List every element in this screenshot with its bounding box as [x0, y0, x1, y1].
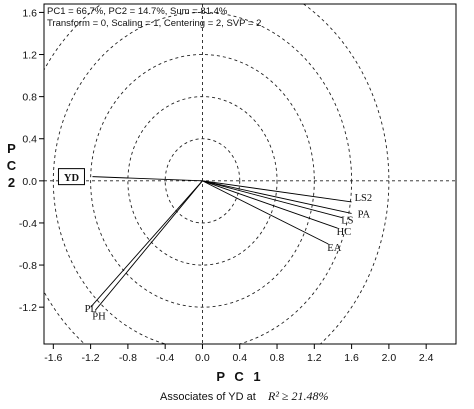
y-axis-label-line2: C — [7, 158, 19, 173]
tick-layer: -1.6 -1.2 -0.8 -0.4 0.0 0.4 0.8 1.2 1.6 2.0 2.4 1.6… — [19, 7, 434, 364]
y-tick-label: 1.2 — [22, 50, 37, 62]
y-tick-label: 0.8 — [22, 92, 37, 104]
x-tick-label: 0.8 — [270, 352, 285, 364]
vector-label-ls2: LS2 — [355, 193, 373, 204]
x-tick-label: -0.4 — [156, 352, 174, 364]
vector-label-hc: HC — [337, 227, 352, 238]
x-tick-label: -1.2 — [82, 352, 100, 364]
x-tick-label: -1.6 — [44, 352, 62, 364]
origin-axes — [44, 4, 456, 344]
caption: Associates of YD at R² ≥ 21.48% — [160, 389, 329, 403]
chart-header-line2: Transform = 0, Scaling = 1, Centering = … — [47, 18, 261, 29]
x-tick-label: 2.0 — [382, 352, 397, 364]
vector-line-ls — [202, 180, 343, 219]
y-axis-label-line3: 2 — [8, 175, 18, 190]
x-axis-label: P C 1 — [216, 369, 263, 384]
x-tick-label: 1.6 — [344, 352, 359, 364]
y-tick-label: 1.6 — [22, 7, 37, 19]
vector-line-yd — [92, 176, 203, 182]
x-tick-label: 0.4 — [232, 352, 247, 364]
vector-line-pl — [90, 180, 203, 308]
caption-math: R² ≥ 21.48% — [267, 389, 329, 403]
vector-label-ea: EA — [327, 243, 341, 254]
y-tick-label: 0.0 — [22, 176, 37, 188]
vector-line-hc — [202, 180, 338, 229]
y-axis-label-line1: P — [7, 141, 19, 156]
vector-label-ls: LS — [341, 216, 353, 227]
vector-label-box-yd — [57, 168, 85, 186]
x-tick-label: 2.4 — [419, 352, 434, 364]
x-tick-label: -0.8 — [119, 352, 137, 364]
y-tick-label: 0.4 — [22, 134, 37, 146]
vector-line-ph — [94, 180, 203, 311]
y-tick-label: -0.4 — [19, 218, 37, 230]
vector-label-pl: PL — [85, 304, 97, 315]
chart-header-line1: PC1 = 66.7%, PC2 = 14.7%, Sum = 81.4% — [47, 6, 228, 17]
vector-line-ls2 — [202, 180, 352, 203]
y-tick-label: -1.2 — [19, 302, 37, 314]
vector-label-ph: PH — [92, 311, 106, 322]
x-tick-label: 1.2 — [307, 352, 322, 364]
plot-frame — [43, 3, 457, 345]
y-axis-label: P C 2 — [7, 141, 19, 190]
x-tick-label: 0.0 — [195, 352, 210, 364]
vector-label-pa: PA — [358, 209, 371, 220]
vector-label-yd: YD — [64, 173, 80, 184]
y-tick-label: -0.8 — [19, 260, 37, 272]
vector-line-pa — [202, 180, 352, 214]
caption-text: Associates of YD at — [160, 391, 256, 403]
vector-line-ea — [202, 180, 329, 245]
